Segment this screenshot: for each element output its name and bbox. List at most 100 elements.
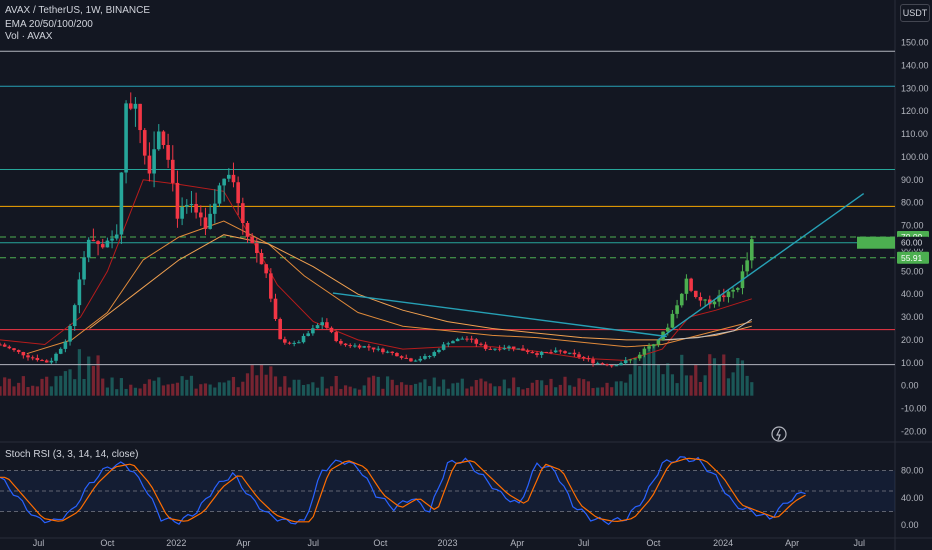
lightning-bolt	[776, 428, 781, 441]
candle-body	[54, 353, 58, 361]
volume-bar	[49, 386, 53, 396]
candle-body	[693, 290, 698, 297]
volume-bar	[624, 382, 628, 396]
candle-body	[619, 363, 623, 366]
candle-body	[637, 354, 642, 359]
candle-body	[642, 348, 647, 355]
volume-bar	[465, 388, 469, 396]
volume-bar	[680, 354, 684, 396]
candle-body	[213, 203, 217, 214]
candle-body	[577, 354, 581, 358]
candle-body	[726, 291, 731, 298]
volume-bar	[399, 382, 404, 396]
volume-bar	[161, 385, 166, 396]
candle-body	[166, 145, 170, 160]
volume-bar	[437, 386, 441, 396]
volume-bar	[175, 382, 180, 396]
volume-bar	[311, 382, 315, 396]
price-tick-label: 110.00	[901, 129, 928, 139]
candle-body	[189, 204, 194, 206]
candle-body	[138, 103, 142, 131]
volume-bar	[343, 385, 348, 396]
volume-bar	[96, 355, 100, 396]
current-price-marker	[857, 236, 895, 249]
volume-bar	[68, 369, 72, 396]
volume-bar	[40, 378, 44, 396]
volume-bar	[614, 381, 618, 396]
candle-body	[750, 239, 754, 261]
ema-line	[26, 220, 752, 355]
price-badge-label: 60.00	[901, 238, 923, 248]
volume-bar	[17, 382, 21, 396]
candle-body	[474, 339, 479, 344]
candle-body	[175, 182, 180, 219]
candle-body	[376, 348, 381, 350]
candle-body	[264, 264, 268, 274]
volume-bar	[227, 380, 231, 396]
candle-body	[156, 131, 161, 150]
volume-bar	[722, 354, 726, 396]
candle-body	[549, 352, 553, 354]
volume-bar	[362, 385, 366, 396]
volume-bar	[498, 386, 502, 396]
price-tick-label: 70.00	[901, 221, 924, 231]
volume-bar	[628, 374, 632, 396]
volume-bar	[273, 376, 278, 396]
lightning-icon[interactable]	[771, 426, 787, 442]
candle-body	[110, 238, 114, 241]
time-tick-label: Jul	[853, 538, 865, 548]
time-tick-label: Jul	[307, 538, 319, 548]
volume-bar	[572, 386, 576, 396]
candle-body	[133, 103, 138, 109]
candle-body	[217, 185, 222, 204]
candle-body	[623, 360, 628, 364]
volume-bar	[656, 364, 661, 396]
price-tick-label: 0.00	[901, 381, 919, 391]
volume-bar	[231, 376, 236, 396]
candle-body	[390, 351, 395, 353]
candle-body	[86, 239, 91, 258]
price-tick-label: 80.00	[901, 198, 924, 208]
volume-bar	[619, 381, 623, 396]
volume-bar	[297, 379, 301, 396]
volume-bar	[390, 379, 394, 396]
candle-body	[124, 103, 128, 173]
price-tick-label: 50.00	[901, 266, 924, 276]
candle-body	[315, 325, 320, 329]
volume-bar	[661, 374, 665, 396]
candle-body	[689, 278, 693, 291]
ema-line	[662, 318, 753, 341]
volume-bar	[371, 375, 376, 396]
price-tick-label: -10.00	[901, 404, 927, 414]
volume-bar	[717, 364, 721, 396]
candle-body	[142, 130, 147, 156]
volume-bar	[670, 374, 675, 396]
candle-body	[703, 299, 707, 301]
currency-button[interactable]: USDT	[900, 4, 930, 22]
candle-body	[558, 350, 563, 352]
candle-body	[245, 222, 250, 237]
volume-bar	[82, 378, 86, 396]
price-tick-label: 10.00	[901, 358, 924, 368]
candle-body	[483, 344, 488, 349]
volume-bar	[0, 386, 2, 396]
candle-body	[119, 172, 124, 235]
volume-bar	[306, 384, 310, 396]
candle-body	[198, 212, 203, 218]
candle-body	[339, 341, 343, 344]
volume-bar	[129, 384, 133, 396]
ema-line	[89, 234, 752, 341]
stoch-rsi-k-line	[0, 456, 806, 526]
volume-bar	[73, 379, 77, 396]
volume-bar	[750, 382, 754, 396]
candle-body	[26, 355, 30, 358]
volume-bar	[507, 388, 511, 396]
volume-bar	[269, 366, 273, 396]
candle-body	[455, 338, 460, 342]
candle-body	[381, 348, 385, 353]
candle-body	[353, 345, 357, 347]
candle-body	[745, 260, 749, 272]
volume-bar	[287, 387, 292, 396]
volume-bar	[45, 376, 49, 396]
